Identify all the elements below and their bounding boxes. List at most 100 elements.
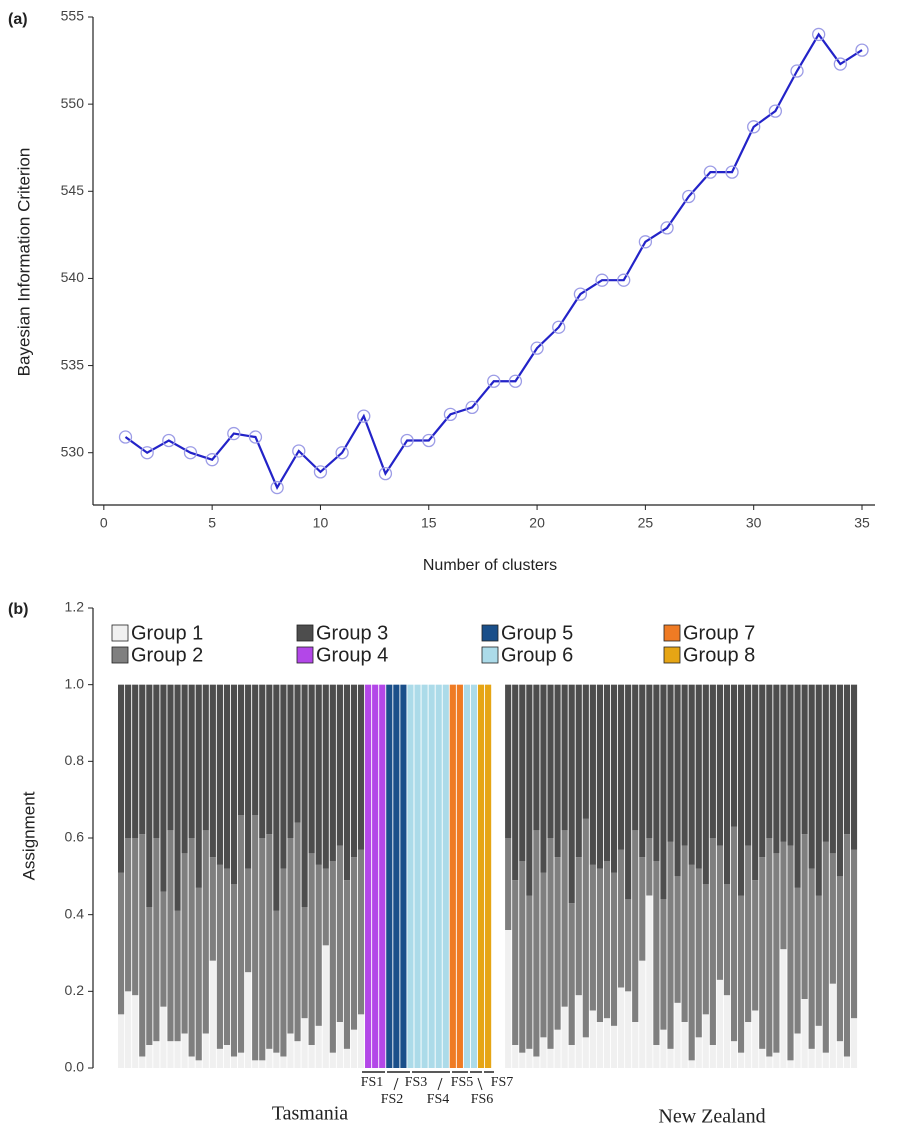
x-tick-label: 30 xyxy=(746,515,762,531)
bar-segment xyxy=(435,684,442,1068)
bar-segment xyxy=(329,684,336,861)
y-axis-title: Assignment xyxy=(19,791,38,880)
bar-segment xyxy=(372,684,379,1068)
bar-segment xyxy=(561,684,568,831)
bar-segment xyxy=(414,684,421,1068)
site-label: FS2 xyxy=(381,1092,404,1107)
bar-segment xyxy=(357,1014,365,1068)
bar-segment xyxy=(653,861,660,1045)
bar-segment xyxy=(540,684,547,873)
y-tick-label: 1.0 xyxy=(65,675,85,691)
bar-segment xyxy=(843,1056,851,1068)
data-point xyxy=(140,446,154,460)
bar-segment xyxy=(561,1006,568,1068)
bar-segment xyxy=(716,845,723,980)
bar-segment xyxy=(660,899,667,1030)
bar-segment xyxy=(667,841,674,1049)
bar-segment xyxy=(681,684,688,846)
bar-segment xyxy=(547,1048,554,1068)
bar-segment xyxy=(688,1060,695,1068)
bar-segment xyxy=(153,1041,160,1068)
data-point xyxy=(703,165,718,179)
bar-segment xyxy=(266,834,273,1049)
bar-segment xyxy=(449,684,456,1068)
bar-segment xyxy=(547,684,554,838)
data-point xyxy=(313,465,328,479)
bar-segment xyxy=(695,684,702,869)
region-label: New Zealand xyxy=(658,1106,765,1128)
bar-segment xyxy=(787,684,794,846)
bar-segment xyxy=(216,864,223,1049)
bar-segment xyxy=(252,1060,259,1068)
data-point xyxy=(747,120,761,134)
bar-segment xyxy=(252,684,259,815)
bar-segment xyxy=(639,857,646,961)
bar-segment xyxy=(554,1029,561,1068)
bar-segment xyxy=(759,857,766,1049)
data-point xyxy=(248,430,263,444)
bar-segment xyxy=(146,684,153,907)
panel-label: (b) xyxy=(8,601,28,618)
bar-segment xyxy=(526,1048,533,1068)
bar-segment xyxy=(329,1052,336,1068)
y-tick-label: 555 xyxy=(61,8,85,24)
bar-segment xyxy=(568,684,575,904)
bar-segment xyxy=(315,864,322,1026)
bar-segment xyxy=(421,684,428,1068)
bar-segment xyxy=(787,845,794,1061)
bar-segment xyxy=(216,684,223,865)
bar-segment xyxy=(589,864,596,1011)
bar-segment xyxy=(822,684,829,842)
bar-segment xyxy=(519,684,526,861)
bar-segment xyxy=(836,876,843,1042)
site-label: FS1 xyxy=(361,1075,384,1090)
legend-label: Group 2 xyxy=(131,644,203,666)
y-tick-label: 550 xyxy=(61,95,85,111)
data-point xyxy=(183,446,198,460)
bar-segment xyxy=(808,1048,815,1068)
bar-segment xyxy=(407,684,414,1068)
bar-segment xyxy=(350,684,358,858)
x-tick-label: 15 xyxy=(421,515,437,531)
bar-segment xyxy=(350,857,358,1030)
bar-segment xyxy=(442,684,449,1068)
data-point xyxy=(270,480,284,495)
bar-segment xyxy=(667,1048,674,1068)
bar-segment xyxy=(167,684,174,831)
bar-segment xyxy=(716,979,723,1068)
bar-segment xyxy=(723,884,731,996)
bar-segment xyxy=(259,684,266,838)
bar-segment xyxy=(259,838,266,1061)
bar-segment xyxy=(167,1041,174,1068)
legend-label: Group 7 xyxy=(683,622,755,644)
bar-segment xyxy=(216,1048,223,1068)
bar-segment xyxy=(589,1010,596,1068)
bar-segment xyxy=(526,684,533,896)
bar-segment xyxy=(181,1033,188,1068)
bar-segment xyxy=(850,684,858,850)
bar-segment xyxy=(646,684,653,838)
bar-segment xyxy=(752,1010,759,1068)
data-point xyxy=(443,407,458,422)
bar-segment xyxy=(322,684,329,869)
bar-segment xyxy=(526,895,533,1049)
data-point xyxy=(573,287,588,301)
bar-segment xyxy=(738,684,745,896)
bar-segment xyxy=(533,684,540,831)
bar-segment xyxy=(745,1022,752,1068)
x-tick-label: 5 xyxy=(208,515,216,531)
bar-segment xyxy=(230,1056,238,1068)
bar-segment xyxy=(681,1022,688,1068)
bar-segment xyxy=(223,684,231,869)
bar-segment xyxy=(632,830,639,1022)
bar-segment xyxy=(343,1048,351,1068)
bar-segment xyxy=(230,684,238,884)
bar-segment xyxy=(174,684,181,911)
bar-segment xyxy=(730,1041,738,1068)
bar-segment xyxy=(582,684,589,819)
bar-segment xyxy=(139,684,146,835)
legend-swatch xyxy=(296,646,314,664)
bar-segment xyxy=(836,684,843,877)
